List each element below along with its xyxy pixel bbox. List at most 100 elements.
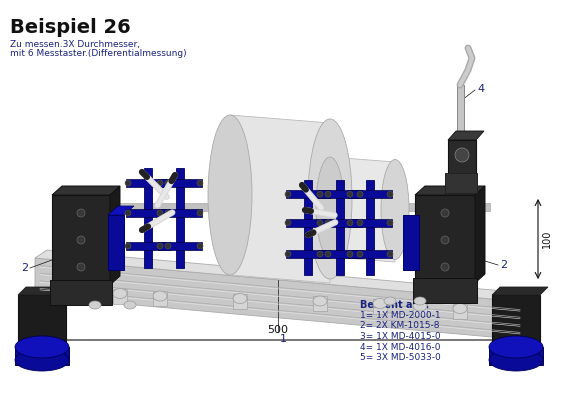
Ellipse shape xyxy=(317,251,323,257)
Ellipse shape xyxy=(455,148,469,162)
Ellipse shape xyxy=(124,301,136,309)
Bar xyxy=(108,215,124,270)
Ellipse shape xyxy=(15,349,69,371)
Polygon shape xyxy=(35,250,537,302)
Bar xyxy=(52,195,110,285)
Bar xyxy=(348,190,392,198)
Polygon shape xyxy=(18,287,74,295)
Bar xyxy=(176,168,184,268)
Ellipse shape xyxy=(285,220,291,226)
Bar xyxy=(126,179,170,187)
Bar xyxy=(403,215,419,270)
Text: 500: 500 xyxy=(268,325,288,335)
Bar xyxy=(453,303,467,318)
Ellipse shape xyxy=(165,180,171,186)
Text: Zu messen.3X Durchmesser,: Zu messen.3X Durchmesser, xyxy=(10,40,140,49)
Ellipse shape xyxy=(325,251,331,257)
Bar xyxy=(348,219,392,227)
Text: 2: 2 xyxy=(21,263,28,273)
Ellipse shape xyxy=(77,236,85,244)
Ellipse shape xyxy=(233,293,247,303)
Ellipse shape xyxy=(285,191,291,197)
Ellipse shape xyxy=(308,119,352,279)
Ellipse shape xyxy=(347,191,353,197)
Ellipse shape xyxy=(197,210,203,216)
Bar xyxy=(126,242,170,250)
Ellipse shape xyxy=(325,191,331,197)
Ellipse shape xyxy=(77,209,85,217)
Ellipse shape xyxy=(316,157,344,257)
Bar xyxy=(445,173,477,193)
Ellipse shape xyxy=(77,263,85,271)
Bar xyxy=(413,301,427,316)
Bar xyxy=(153,291,167,306)
Ellipse shape xyxy=(113,289,127,299)
Text: 4: 4 xyxy=(477,84,484,94)
Ellipse shape xyxy=(357,251,363,257)
Bar xyxy=(286,190,330,198)
Ellipse shape xyxy=(381,160,409,260)
Text: 100: 100 xyxy=(542,230,552,248)
Polygon shape xyxy=(415,186,485,195)
Bar xyxy=(18,295,66,365)
Polygon shape xyxy=(110,186,120,285)
Bar xyxy=(415,195,475,283)
Bar xyxy=(318,219,362,227)
Ellipse shape xyxy=(73,286,87,296)
Ellipse shape xyxy=(387,251,393,257)
Bar xyxy=(313,296,327,311)
Ellipse shape xyxy=(125,180,131,186)
Text: Besteht aus:: Besteht aus: xyxy=(360,300,429,310)
Ellipse shape xyxy=(357,191,363,197)
Text: Beispiel 26: Beispiel 26 xyxy=(10,18,131,37)
Bar xyxy=(336,180,344,275)
Ellipse shape xyxy=(373,299,387,308)
Text: 3= 1X MD-4015-0: 3= 1X MD-4015-0 xyxy=(360,332,441,341)
Ellipse shape xyxy=(453,303,467,314)
Ellipse shape xyxy=(384,297,396,305)
Polygon shape xyxy=(230,115,330,283)
Bar xyxy=(318,190,362,198)
Bar xyxy=(457,85,464,180)
Bar xyxy=(304,180,312,275)
Ellipse shape xyxy=(125,243,131,249)
Bar xyxy=(144,168,152,268)
Bar xyxy=(286,219,330,227)
Ellipse shape xyxy=(489,336,543,358)
Ellipse shape xyxy=(15,336,69,358)
Ellipse shape xyxy=(208,115,252,275)
Ellipse shape xyxy=(317,191,323,197)
Ellipse shape xyxy=(157,243,163,249)
Polygon shape xyxy=(475,186,485,283)
Ellipse shape xyxy=(197,243,203,249)
Bar xyxy=(348,250,392,258)
Ellipse shape xyxy=(317,220,323,226)
Ellipse shape xyxy=(197,180,203,186)
Ellipse shape xyxy=(489,349,543,371)
Bar xyxy=(233,293,247,308)
Ellipse shape xyxy=(441,209,449,217)
Ellipse shape xyxy=(125,210,131,216)
Polygon shape xyxy=(35,258,525,340)
Bar xyxy=(73,286,87,301)
Bar xyxy=(318,250,362,258)
Bar xyxy=(286,250,330,258)
Ellipse shape xyxy=(357,220,363,226)
Ellipse shape xyxy=(165,243,171,249)
Bar xyxy=(126,209,170,217)
Text: 2: 2 xyxy=(500,260,507,270)
Bar xyxy=(366,180,374,275)
Text: 5: 5 xyxy=(269,239,276,249)
Ellipse shape xyxy=(89,301,101,309)
Bar xyxy=(50,280,112,305)
Polygon shape xyxy=(52,186,120,195)
Ellipse shape xyxy=(347,251,353,257)
Text: 4= 1X MD-4016-0: 4= 1X MD-4016-0 xyxy=(360,343,441,351)
Ellipse shape xyxy=(414,297,426,305)
Ellipse shape xyxy=(285,251,291,257)
Ellipse shape xyxy=(347,220,353,226)
Bar xyxy=(413,278,477,303)
Bar xyxy=(15,347,69,365)
Bar xyxy=(158,179,202,187)
Ellipse shape xyxy=(441,236,449,244)
